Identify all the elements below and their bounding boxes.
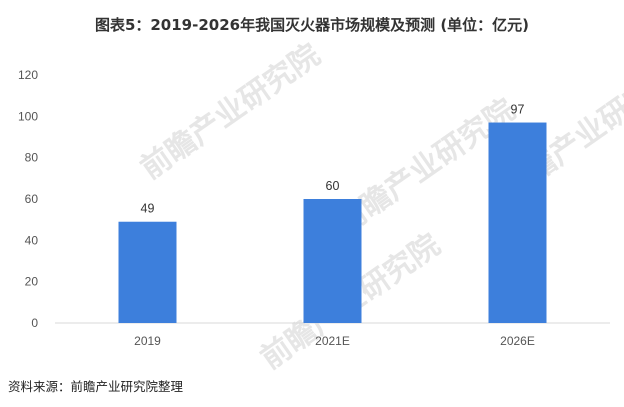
y-tick-label: 60	[25, 192, 39, 206]
data-label: 97	[511, 103, 525, 117]
x-tick-label: 2019	[134, 334, 161, 348]
y-tick-label: 100	[18, 109, 38, 123]
data-label: 60	[326, 179, 340, 193]
bar	[118, 221, 177, 323]
bar	[303, 199, 362, 323]
y-tick-label: 120	[18, 68, 38, 82]
x-tick-label: 2026E	[500, 334, 535, 348]
data-label: 49	[141, 202, 155, 216]
y-tick-label: 20	[25, 275, 39, 289]
chart-title: 图表5：2019-2026年我国灭火器市场规模及预测 (单位：亿元)	[94, 16, 530, 34]
y-tick-label: 80	[25, 151, 39, 165]
x-tick-label: 2021E	[315, 334, 350, 348]
bar	[488, 122, 547, 324]
y-tick-label: 0	[31, 316, 38, 330]
source-note: 资料来源：前瞻产业研究院整理	[8, 379, 184, 394]
y-tick-label: 40	[25, 233, 39, 247]
watermark: 前瞻产业研究院	[135, 37, 327, 186]
